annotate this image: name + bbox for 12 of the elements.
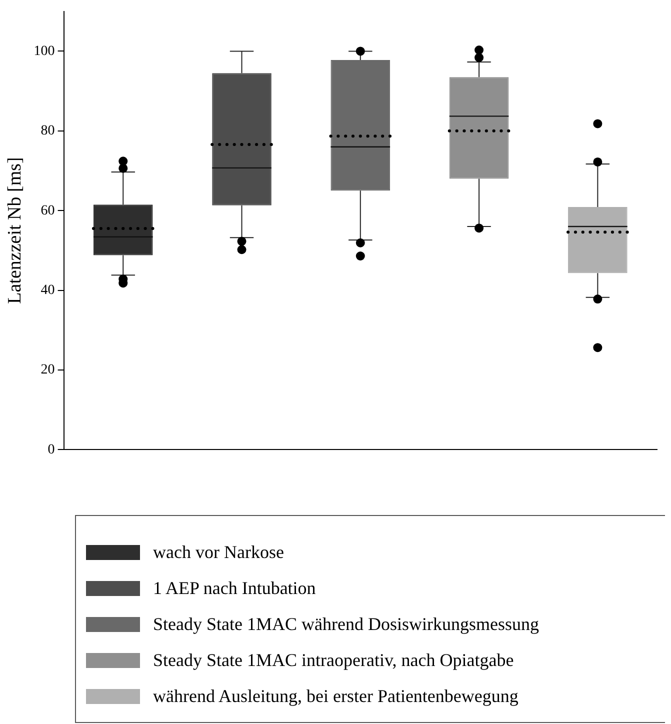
legend-label: Steady State 1MAC während Dosiswirkungsmessung bbox=[153, 614, 539, 634]
y-axis-title: Latenzzeit Nb [ms] bbox=[4, 157, 26, 304]
y-tick-label: 100 bbox=[34, 44, 55, 59]
y-tick-label: 40 bbox=[40, 282, 55, 298]
y-tick-label: 20 bbox=[40, 362, 55, 378]
legend-label: während Ausleitung, bei erster Patientenbewegung bbox=[153, 686, 518, 706]
y-tick-label: 0 bbox=[48, 442, 55, 458]
y-tick-label: 80 bbox=[40, 124, 55, 139]
legend-label: wach vor Narkose bbox=[153, 542, 284, 562]
y-tick-label: 60 bbox=[40, 203, 55, 218]
legend-label: 1 AEP nach Intubation bbox=[153, 578, 316, 598]
legend-label: Steady State 1MAC intraoperativ, nach Opiatgabe bbox=[153, 650, 514, 670]
